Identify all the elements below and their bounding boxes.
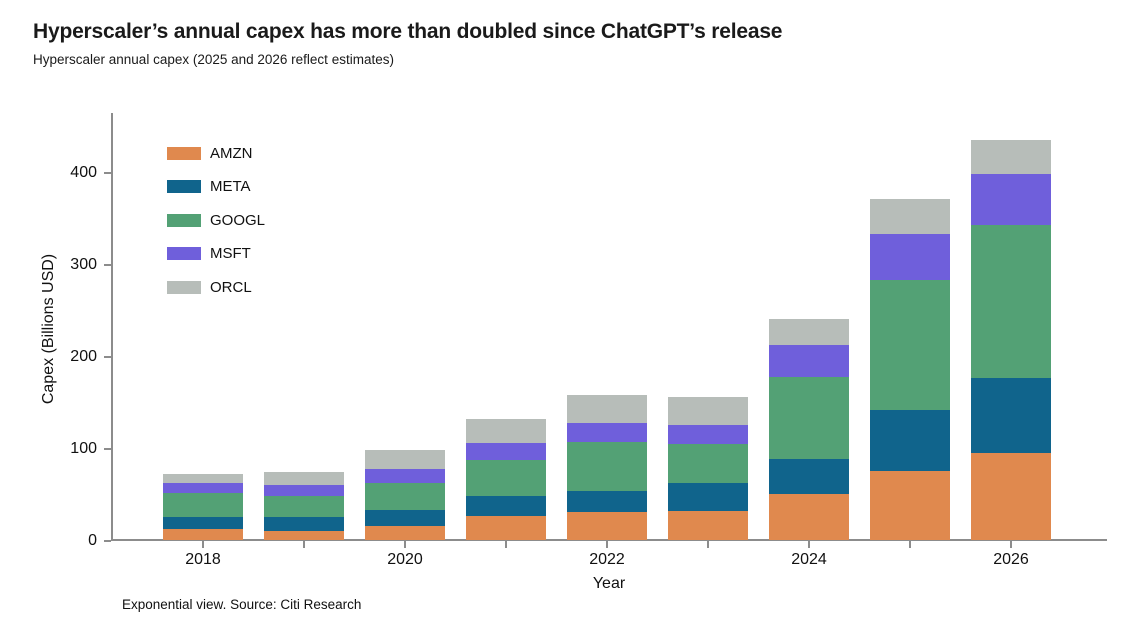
legend-label-ORCL: ORCL [210,278,252,296]
bar-segment-2019-META [264,516,344,532]
bar-segment-2022-META [567,490,647,512]
bar-segment-2021-META [466,496,546,516]
bar-segment-2024-META [769,458,849,494]
y-tick-label-100: 100 [70,439,97,457]
legend: AMZN META GOOGL MSFT ORCL [167,141,265,309]
bar-segment-2020-GOOGL [365,482,445,511]
bar-segment-2022-ORCL [567,395,647,423]
bar-segment-2026-GOOGL [971,224,1051,378]
bar-segment-2018-AMZN [163,528,243,541]
legend-item-ORCL: ORCL [167,275,265,299]
bar-segment-2026-MSFT [971,174,1051,225]
bar-segment-2019-AMZN [264,531,344,541]
x-tick-2020 [404,541,406,548]
legend-item-AMZN: AMZN [167,141,265,165]
bar-segment-2026-META [971,377,1051,454]
y-tick-200 [104,355,111,358]
y-tick-label-300: 300 [70,255,97,273]
bar-segment-2023-GOOGL [668,443,748,484]
x-tick-label-2022: 2022 [589,551,625,568]
bar-segment-2025-META [870,409,950,471]
x-tick-label-2026: 2026 [993,551,1029,568]
x-tick-label-2020: 2020 [387,551,423,568]
bar-segment-2019-MSFT [264,485,344,497]
bar-segment-2022-GOOGL [567,442,647,491]
bar-segment-2018-GOOGL [163,492,243,517]
source-note: Exponential view. Source: Citi Research [122,597,362,612]
bar-segment-2020-ORCL [365,450,445,469]
y-tick-label-200: 200 [70,347,97,365]
x-tick-label-2018: 2018 [185,551,221,568]
y-tick-400 [104,171,111,174]
legend-label-GOOGL: GOOGL [210,211,266,229]
bar-segment-2022-MSFT [567,422,647,443]
bar-segment-2022-AMZN [567,511,647,541]
bar-segment-2020-MSFT [365,468,445,483]
bar-segment-2018-ORCL [163,474,243,484]
legend-label-MSFT: MSFT [210,245,251,262]
bar-segment-2020-AMZN [365,525,445,541]
bar-segment-2025-MSFT [870,234,950,281]
x-tick-2025 [909,541,911,548]
bar-segment-2026-AMZN [971,453,1051,541]
y-tick-100 [104,447,111,450]
x-tick-2021 [505,541,507,548]
x-tick-2024 [808,541,810,548]
legend-label-AMZN: AMZN [210,144,253,162]
legend-swatch-MSFT [167,247,201,260]
bar-segment-2019-ORCL [264,472,344,486]
legend-item-GOOGL: GOOGL [167,208,265,232]
legend-swatch-AMZN [167,146,201,160]
bar-segment-2024-ORCL [769,318,849,346]
chart-subtitle: Hyperscaler annual capex (2025 and 2026 … [33,52,394,67]
bar-segment-2023-MSFT [668,424,748,444]
bar-segment-2020-META [365,510,445,526]
y-axis-line [111,113,113,541]
x-tick-2022 [606,541,608,548]
bar-segment-2025-AMZN [870,470,950,541]
bar-segment-2024-AMZN [769,493,849,541]
bar-segment-2025-ORCL [870,199,950,235]
legend-label-META: META [210,178,251,195]
legend-swatch-GOOGL [167,213,201,227]
bar-segment-2018-META [163,516,243,529]
x-tick-2018 [202,541,204,548]
x-axis-title: Year [592,575,626,592]
legend-item-MSFT: MSFT [167,242,265,266]
legend-swatch-META [167,180,201,193]
y-axis-title: Capex (Billions USD) [40,253,57,405]
y-tick-label-400: 400 [70,163,97,181]
bar-segment-2026-ORCL [971,140,1051,175]
x-tick-2019 [303,541,305,548]
bar-segment-2021-ORCL [466,419,546,443]
y-tick-label-0: 0 [88,531,97,549]
bar-segment-2025-GOOGL [870,280,950,410]
x-tick-2026 [1010,541,1012,548]
bar-segment-2019-GOOGL [264,496,344,517]
bar-segment-2024-GOOGL [769,376,849,459]
bar-segment-2023-AMZN [668,511,748,541]
bar-segment-2023-ORCL [668,396,748,425]
chart-title: Hyperscaler’s annual capex has more than… [33,20,783,43]
x-tick-2023 [707,541,709,548]
legend-item-META: META [167,175,265,199]
x-tick-label-2024: 2024 [791,551,827,568]
legend-swatch-ORCL [167,280,201,294]
bar-segment-2023-META [668,483,748,512]
y-tick-0 [104,539,111,542]
bar-segment-2021-AMZN [466,515,546,541]
bar-segment-2021-MSFT [466,442,546,461]
bar-segment-2024-MSFT [769,345,849,377]
y-tick-300 [104,263,111,266]
bar-segment-2018-MSFT [163,483,243,493]
bar-segment-2021-GOOGL [466,460,546,497]
